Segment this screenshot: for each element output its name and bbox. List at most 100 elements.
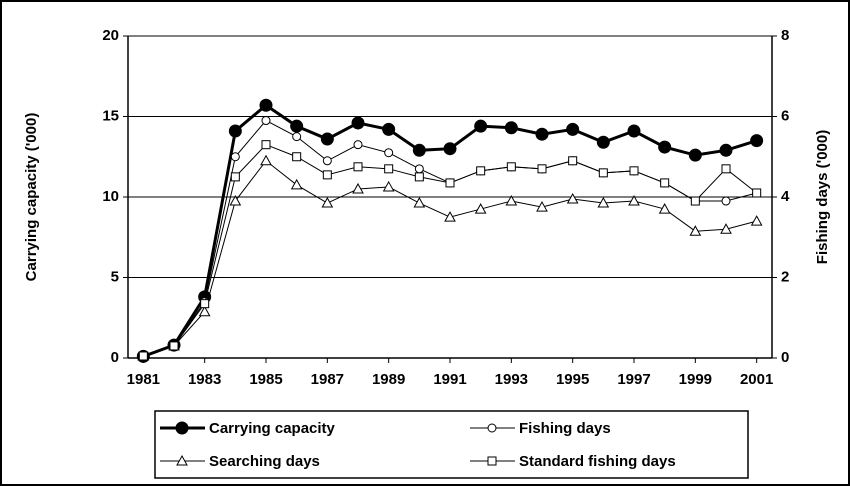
marker: [627, 124, 641, 138]
marker: [688, 148, 702, 162]
marker: [413, 197, 426, 208]
marker: [260, 154, 272, 166]
x-tick-label: 1989: [372, 371, 405, 388]
marker: [504, 121, 518, 135]
y2-tick-label: 8: [781, 27, 789, 44]
marker: [719, 143, 733, 157]
x-tick-label: 1995: [556, 371, 589, 388]
y2-axis-label: Fishing days ('000): [814, 130, 831, 264]
legend-marker: [487, 456, 497, 466]
marker: [230, 152, 240, 162]
x-tick-label: 1983: [188, 371, 221, 388]
x-tick-label: 2001: [740, 371, 773, 388]
marker: [566, 192, 579, 204]
marker: [200, 299, 210, 309]
marker: [443, 142, 457, 156]
marker: [290, 119, 304, 133]
marker: [292, 132, 302, 142]
marker: [259, 98, 273, 112]
marker: [353, 162, 363, 172]
marker: [721, 164, 731, 174]
marker: [198, 305, 211, 317]
marker: [537, 164, 547, 174]
marker: [290, 178, 303, 190]
marker: [476, 166, 486, 176]
marker: [568, 156, 578, 166]
legend-marker: [175, 421, 189, 435]
legend-marker: [487, 423, 497, 433]
marker: [382, 180, 395, 192]
x-tick-label: 1997: [617, 371, 650, 388]
marker: [352, 182, 364, 194]
y2-tick-label: 2: [781, 268, 789, 285]
marker: [506, 162, 516, 172]
marker: [474, 203, 487, 214]
marker: [322, 156, 332, 166]
x-tick-label: 1993: [495, 371, 528, 388]
marker: [138, 351, 148, 361]
marker: [351, 116, 365, 130]
x-tick-label: 1999: [679, 371, 712, 388]
x-tick-label: 1985: [249, 371, 282, 388]
y-tick-label: 20: [102, 27, 119, 44]
marker: [444, 211, 456, 222]
marker: [750, 134, 764, 148]
marker: [229, 194, 242, 206]
marker: [322, 170, 332, 180]
marker: [658, 203, 671, 214]
marker: [505, 194, 518, 206]
marker: [382, 122, 396, 136]
legend-box: [154, 410, 749, 479]
marker: [474, 119, 488, 133]
y2-tick-label: 6: [781, 107, 789, 124]
marker: [228, 124, 242, 138]
marker: [628, 194, 640, 206]
x-tick-label: 1987: [311, 371, 344, 388]
y-axis-label: Carrying capacity ('000): [23, 113, 40, 282]
marker: [261, 116, 271, 126]
x-tick-label: 1991: [433, 371, 466, 388]
y-tick-label: 15: [102, 107, 119, 124]
marker: [169, 341, 179, 351]
y2-tick-label: 0: [781, 349, 789, 366]
legend-label: Standard fishing days: [519, 453, 676, 470]
marker: [689, 225, 702, 236]
marker: [384, 164, 394, 174]
marker: [536, 201, 548, 212]
marker: [597, 197, 610, 208]
marker: [414, 172, 424, 182]
marker: [353, 140, 363, 150]
marker: [720, 223, 732, 234]
marker: [750, 215, 763, 226]
marker: [412, 143, 426, 157]
marker: [261, 140, 271, 150]
legend-label: Searching days: [209, 453, 320, 470]
legend-label: Fishing days: [519, 420, 611, 437]
legend-label: Carrying capacity: [209, 420, 336, 437]
marker: [445, 178, 455, 188]
marker: [384, 148, 394, 158]
marker: [292, 152, 302, 162]
y-tick-label: 5: [111, 268, 119, 285]
marker: [230, 172, 240, 182]
marker: [598, 168, 608, 178]
marker: [752, 188, 762, 198]
marker: [596, 135, 610, 149]
marker: [321, 197, 334, 208]
y2-tick-label: 4: [781, 188, 790, 205]
marker: [629, 166, 639, 176]
marker: [721, 196, 731, 206]
marker: [320, 132, 334, 146]
marker: [690, 196, 700, 206]
marker: [658, 140, 672, 154]
y-tick-label: 10: [102, 188, 119, 205]
x-tick-label: 1981: [127, 371, 160, 388]
marker: [660, 178, 670, 188]
marker: [566, 122, 580, 136]
marker: [414, 164, 424, 174]
legend-marker: [176, 454, 188, 466]
marker: [535, 127, 549, 141]
y-tick-label: 0: [111, 349, 119, 366]
